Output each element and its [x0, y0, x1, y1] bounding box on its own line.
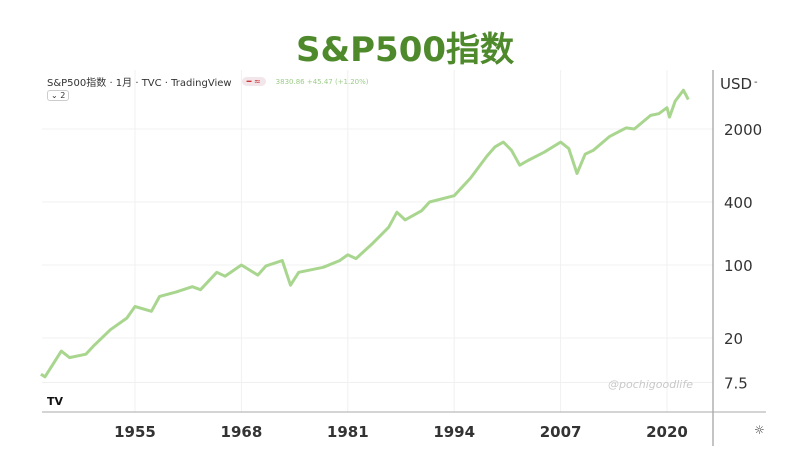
watermark: @pochigoodlife [608, 378, 693, 391]
x-tick-label: 2020 [646, 423, 688, 441]
series-line [40, 88, 690, 379]
page-title: S&P500指数 [295, 30, 515, 70]
tradingview-logo: TV [47, 395, 64, 408]
y-tick-label: 100 [724, 257, 753, 275]
quote-readout: 3830.86 +45.47 (+1.20%) [275, 77, 369, 86]
symbol-label: S&P500指数 · 1月 · TVC · TradingView [47, 78, 232, 89]
y-tick-label: 400 [724, 194, 753, 212]
indicator-toggle[interactable]: ━ ≈ [241, 77, 266, 86]
x-tick-label: 1994 [433, 423, 475, 441]
y-tick-label: 2000 [724, 121, 762, 139]
x-tick-label: 1955 [114, 423, 156, 441]
collapse-button[interactable]: ⌄ 2 [47, 90, 70, 101]
svg-text:-: - [754, 77, 758, 88]
x-tick-label: 1981 [327, 423, 369, 441]
y-axis-label: USD [720, 75, 752, 93]
y-tick-label: 7.5 [724, 375, 748, 393]
settings-gear-icon[interactable]: ☼ [754, 423, 765, 437]
legend: S&P500指数 · 1月 · TVC · TradingView ━ ≈ 38… [47, 74, 369, 89]
y-tick-label: 20 [724, 330, 743, 348]
x-tick-label: 1968 [221, 423, 263, 441]
x-tick-label: 2007 [540, 423, 582, 441]
